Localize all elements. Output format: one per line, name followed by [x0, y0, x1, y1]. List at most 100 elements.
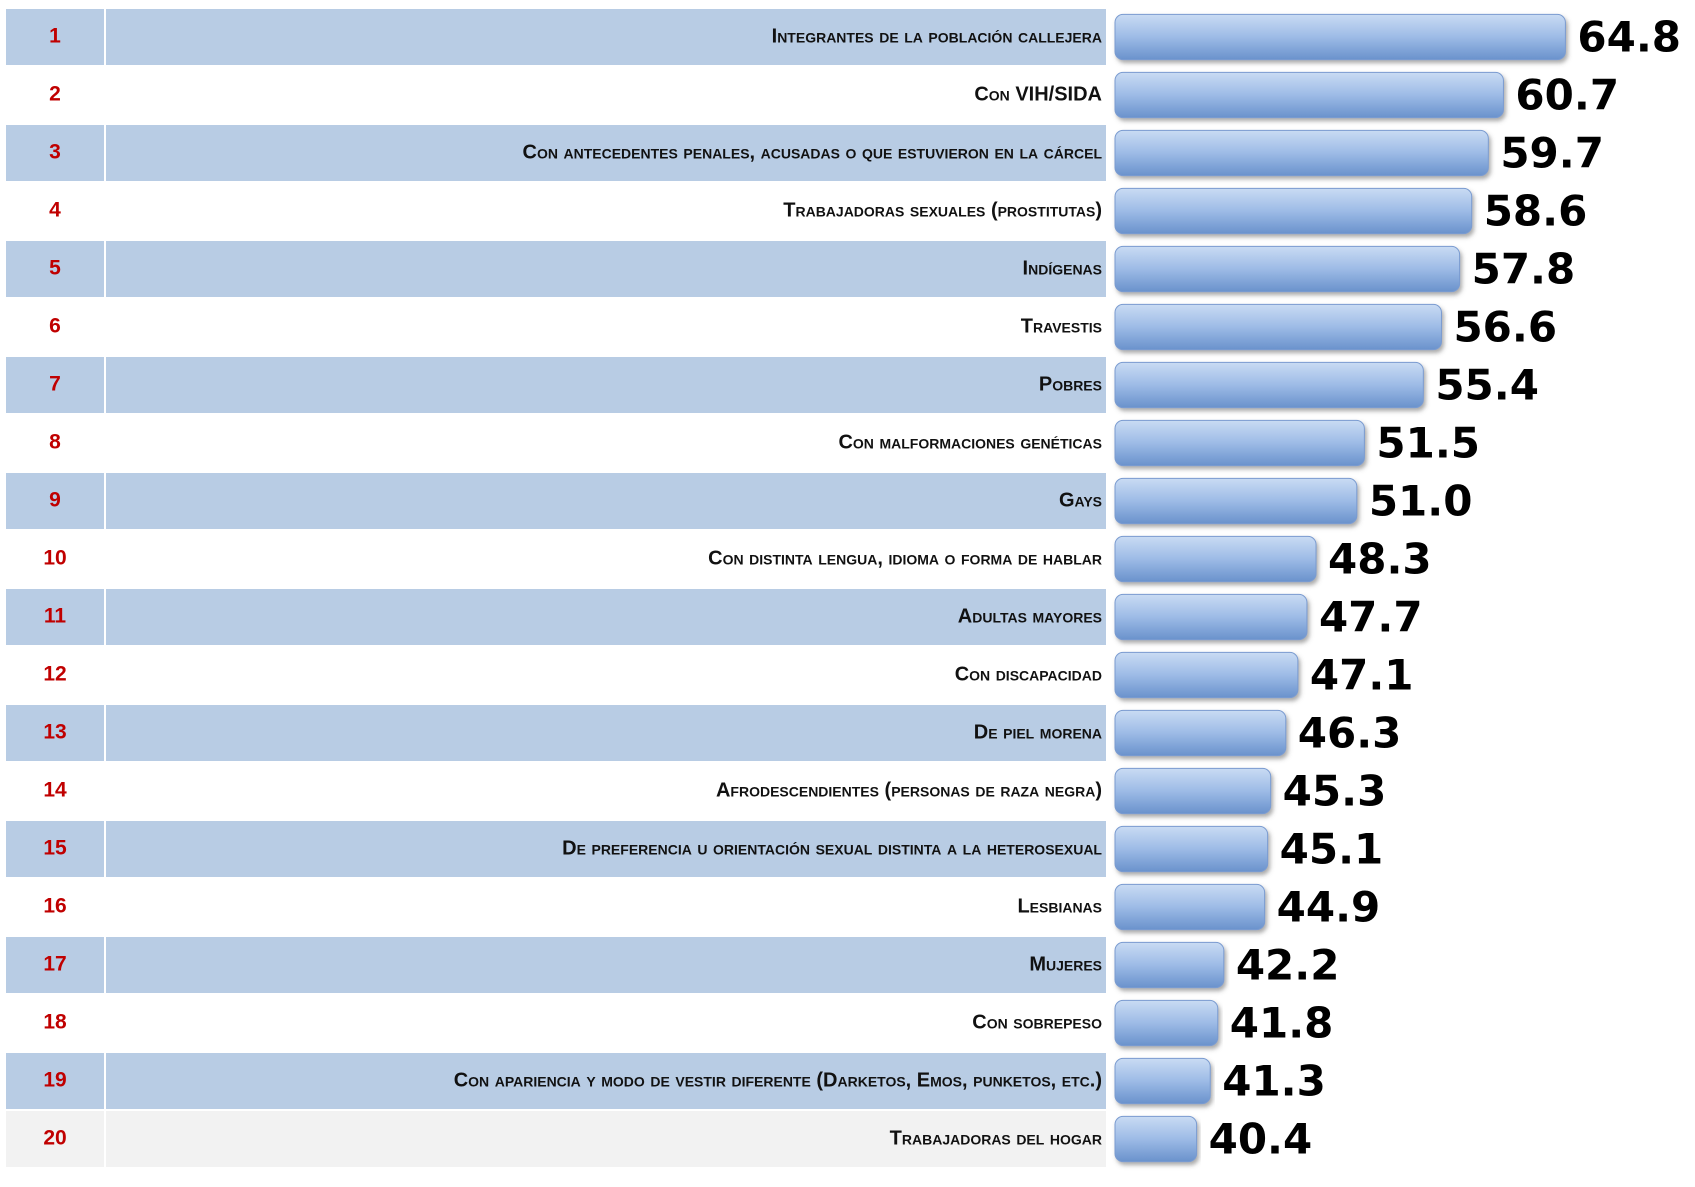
category-label: Integrantes de la población callejera: [772, 25, 1102, 47]
value-label: 45.3: [1283, 767, 1387, 816]
row-background: [6, 821, 1106, 877]
row-background: [6, 9, 1106, 65]
bar: [1114, 187, 1473, 235]
value-label: 64.8: [1577, 13, 1681, 62]
bar: [1114, 303, 1442, 351]
bar: [1114, 651, 1299, 699]
category-label: Con discapacidad: [955, 663, 1102, 685]
bar: [1114, 1057, 1211, 1105]
bar: [1114, 999, 1219, 1047]
category-label: Con antecedentes penales, acusadas o que…: [523, 141, 1103, 163]
rank-label: 2: [49, 83, 61, 106]
rank-label: 15: [43, 837, 67, 860]
value-label: 41.3: [1222, 1057, 1326, 1106]
bar: [1114, 825, 1269, 873]
value-label: 48.3: [1328, 535, 1432, 584]
row-background: [6, 415, 1106, 471]
category-label: Pobres: [1039, 373, 1102, 395]
rank-label: 1: [49, 25, 61, 48]
row-background: [6, 183, 1106, 239]
bar: [1114, 941, 1225, 989]
category-label: Adultas mayores: [958, 605, 1102, 627]
row-background: [6, 125, 1106, 181]
bar: [1114, 1115, 1198, 1163]
bar: [1114, 767, 1272, 815]
category-label: Afrodescendientes (personas de raza negr…: [716, 779, 1102, 801]
rank-label: 13: [43, 721, 66, 744]
bar: [1114, 419, 1365, 467]
row-background: [6, 67, 1106, 123]
value-label: 59.7: [1500, 129, 1604, 178]
category-label: Indígenas: [1023, 257, 1102, 279]
bar: [1114, 883, 1266, 931]
value-label: 46.3: [1298, 709, 1402, 758]
value-label: 51.5: [1376, 419, 1480, 468]
bar: [1114, 709, 1287, 757]
row-background: [6, 1111, 1106, 1167]
rank-label: 16: [43, 895, 66, 918]
category-label: De preferencia u orientación sexual dist…: [562, 837, 1102, 859]
rank-label: 3: [49, 141, 61, 164]
row-background: [6, 589, 1106, 645]
category-label: Trabajadoras sexuales (prostitutas): [783, 199, 1102, 221]
category-label: Con malformaciones genéticas: [838, 431, 1102, 453]
category-label: Gays: [1059, 489, 1102, 511]
row-background: [6, 937, 1106, 993]
value-label: 42.2: [1236, 941, 1340, 990]
category-label: Con VIH/SIDA: [974, 83, 1102, 105]
value-label: 45.1: [1280, 825, 1384, 874]
bar: [1114, 535, 1317, 583]
bar: [1114, 361, 1424, 409]
rank-label: 18: [43, 1011, 67, 1034]
bar: [1114, 477, 1358, 525]
row-background: [6, 647, 1106, 703]
value-label: 58.6: [1484, 187, 1588, 236]
rank-label: 9: [49, 489, 61, 512]
rank-label: 6: [49, 315, 61, 338]
rank-label: 19: [43, 1069, 66, 1092]
row-background: [6, 879, 1106, 935]
bar: [1114, 13, 1566, 61]
value-label: 47.1: [1310, 651, 1414, 700]
row-background: [6, 1053, 1106, 1109]
category-label: Travestis: [1021, 315, 1102, 337]
value-label: 56.6: [1453, 303, 1557, 352]
rank-label: 10: [43, 547, 66, 570]
rank-label: 17: [43, 953, 66, 976]
row-background: [6, 241, 1106, 297]
row-background: [6, 763, 1106, 819]
rank-label: 20: [43, 1127, 66, 1150]
bar: [1114, 129, 1489, 177]
value-label: 55.4: [1435, 361, 1539, 410]
value-label: 44.9: [1277, 883, 1381, 932]
row-background: [6, 705, 1106, 761]
value-label: 47.7: [1319, 593, 1423, 642]
row-background: [6, 299, 1106, 355]
bar: [1114, 245, 1461, 293]
category-label: Lesbianas: [1017, 895, 1102, 917]
category-label: Mujeres: [1029, 953, 1102, 975]
row-background: [6, 357, 1106, 413]
row-background: [6, 531, 1106, 587]
rank-label: 7: [49, 373, 61, 396]
category-label: Con distinta lengua, idioma o forma de h…: [708, 547, 1102, 569]
bar: [1114, 593, 1308, 641]
category-label: Con apariencia y modo de vestir diferent…: [454, 1069, 1102, 1091]
category-label: Con sobrepeso: [972, 1011, 1102, 1033]
value-label: 60.7: [1515, 71, 1619, 120]
rank-label: 5: [49, 257, 61, 280]
rank-label: 14: [43, 779, 67, 802]
rank-label: 4: [49, 199, 61, 222]
category-label: De piel morena: [974, 721, 1102, 743]
bar: [1114, 71, 1504, 119]
category-label: Trabajadoras del hogar: [890, 1127, 1102, 1149]
row-background: [6, 995, 1106, 1051]
value-label: 40.4: [1209, 1115, 1313, 1164]
rank-label: 11: [44, 605, 67, 628]
value-label: 41.8: [1230, 999, 1334, 1048]
row-background: [6, 473, 1106, 529]
rank-label: 12: [43, 663, 66, 686]
value-label: 51.0: [1369, 477, 1473, 526]
rank-label: 8: [49, 431, 61, 454]
